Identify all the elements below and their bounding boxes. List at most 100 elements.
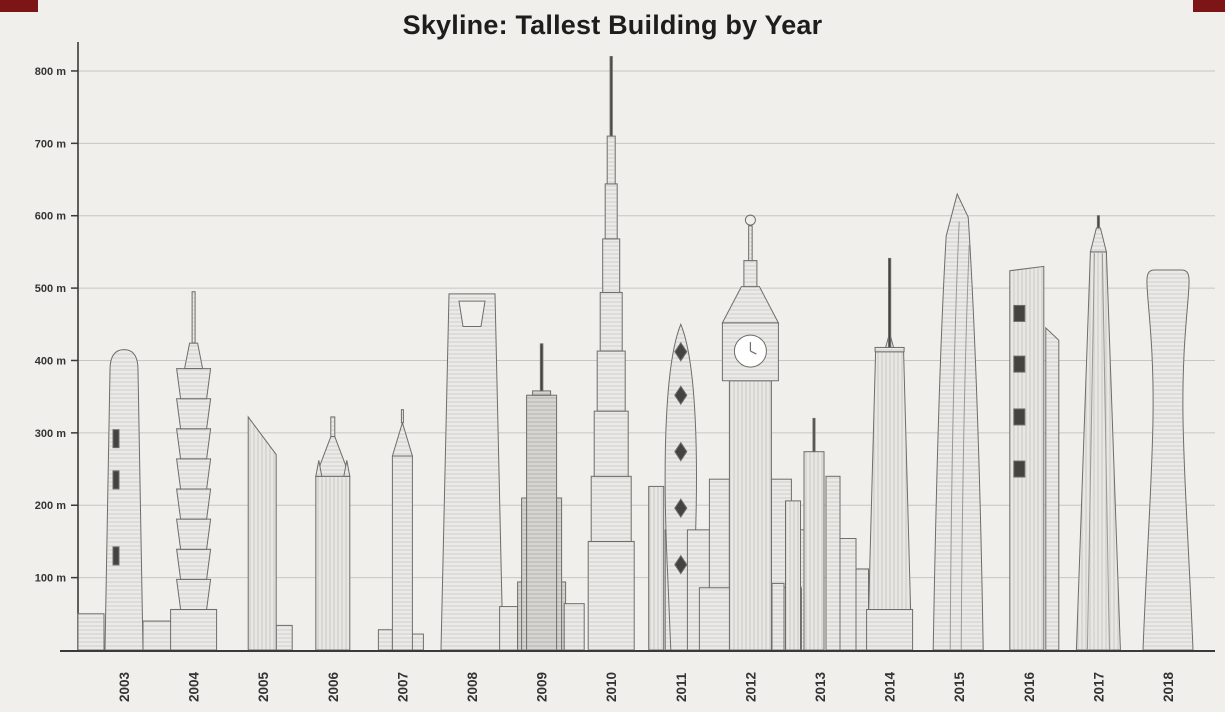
building-part: [247, 415, 277, 651]
building-part: [1013, 460, 1026, 478]
building-part: [410, 633, 424, 651]
x-axis-label-group-2009: 2009: [535, 672, 550, 702]
building-part: [868, 351, 912, 610]
building-part: [176, 428, 212, 460]
x-axis-label-2018: 2018: [1161, 671, 1176, 702]
building-part: [674, 498, 688, 519]
x-axis-label-2017: 2017: [1091, 672, 1106, 702]
building-part: [440, 293, 504, 651]
building-2004: [170, 291, 218, 651]
y-axis-label-600: 600 m: [35, 211, 66, 223]
building-part: [1013, 408, 1026, 426]
building-part: [744, 214, 756, 226]
building-part: [674, 441, 688, 462]
building-part: [721, 286, 780, 324]
building-part: [176, 518, 212, 550]
x-axis-label-2008: 2008: [465, 671, 480, 702]
building-part: [593, 410, 629, 477]
building-2007: [377, 409, 424, 651]
building-part: [674, 341, 688, 362]
building-part: [563, 603, 585, 651]
building-2014: [866, 257, 914, 651]
building-part: [458, 300, 486, 327]
y-axis-label-300: 300 m: [35, 428, 66, 440]
building-part: [532, 390, 552, 396]
building-part: [526, 394, 558, 651]
building-part: [176, 578, 212, 610]
building-part: [170, 608, 218, 651]
x-axis-label-group-2011: 2011: [674, 672, 689, 702]
building-2018: [1142, 269, 1194, 651]
x-axis-label-2009: 2009: [535, 672, 550, 702]
y-axis-label-700: 700 m: [35, 138, 66, 150]
building-part: [1009, 265, 1045, 651]
building-part: [275, 624, 293, 651]
building-part: [539, 343, 544, 392]
x-axis-label-2012: 2012: [743, 672, 758, 702]
building-part: [112, 429, 120, 449]
x-axis-label-group-2018: 2018: [1161, 671, 1176, 702]
building-part: [587, 540, 635, 651]
building-part: [599, 291, 623, 352]
building-part: [604, 183, 618, 240]
building-part: [1142, 269, 1194, 651]
y-axis-label-100: 100 m: [35, 573, 66, 585]
building-part: [400, 409, 404, 424]
building-2015: [932, 192, 984, 651]
building-part: [77, 613, 105, 651]
building-part: [866, 608, 914, 651]
x-axis-label-2005: 2005: [256, 671, 271, 702]
building-part: [191, 291, 196, 344]
building-part: [176, 398, 212, 430]
building-part: [112, 470, 120, 490]
building-2013: [771, 417, 869, 651]
building-2016: [1009, 265, 1060, 651]
x-axis-label-group-2014: 2014: [883, 671, 898, 702]
building-part: [648, 485, 665, 651]
building-part: [330, 416, 336, 437]
building-part: [499, 606, 519, 651]
x-axis-label-group-2004: 2004: [187, 671, 202, 702]
building-part: [176, 458, 212, 490]
top-left-corner-mark: [0, 0, 38, 12]
x-axis-label-2014: 2014: [883, 671, 898, 702]
x-axis-label-2011: 2011: [674, 672, 689, 702]
building-part: [1075, 251, 1121, 651]
chart-title: Skyline: Tallest Building by Year: [402, 10, 823, 40]
x-axis-label-group-2010: 2010: [604, 672, 619, 702]
building-2005: [247, 415, 293, 651]
building-part: [960, 244, 970, 651]
building-part: [949, 221, 960, 651]
building-part: [674, 554, 688, 575]
building-part: [315, 460, 323, 477]
building-part: [142, 620, 172, 651]
x-axis-label-2006: 2006: [326, 671, 341, 702]
building-part: [674, 385, 688, 406]
x-axis-label-group-2012: 2012: [743, 672, 758, 702]
building-part: [377, 629, 393, 651]
x-axis-label-group-2015: 2015: [952, 671, 967, 702]
building-part: [183, 342, 204, 369]
building-part: [315, 430, 351, 477]
building-2017: [1075, 215, 1121, 651]
building-part: [812, 417, 816, 453]
building-part: [743, 260, 758, 288]
top-right-corner-mark: [1193, 0, 1225, 12]
building-part: [391, 455, 413, 651]
building-part: [596, 350, 626, 412]
x-axis-label-2007: 2007: [395, 672, 410, 702]
building-part: [785, 500, 801, 651]
building-part: [176, 368, 212, 400]
building-part: [1013, 304, 1026, 322]
building-part: [748, 225, 753, 262]
x-axis-label-group-2016: 2016: [1022, 671, 1037, 702]
building-part: [315, 475, 351, 651]
building-part: [1013, 355, 1026, 373]
x-axis-label-group-2003: 2003: [117, 671, 132, 702]
building-part: [1101, 253, 1110, 651]
x-axis-label-2004: 2004: [187, 671, 202, 702]
y-axis-label-500: 500 m: [35, 283, 66, 295]
building-part: [606, 135, 616, 185]
